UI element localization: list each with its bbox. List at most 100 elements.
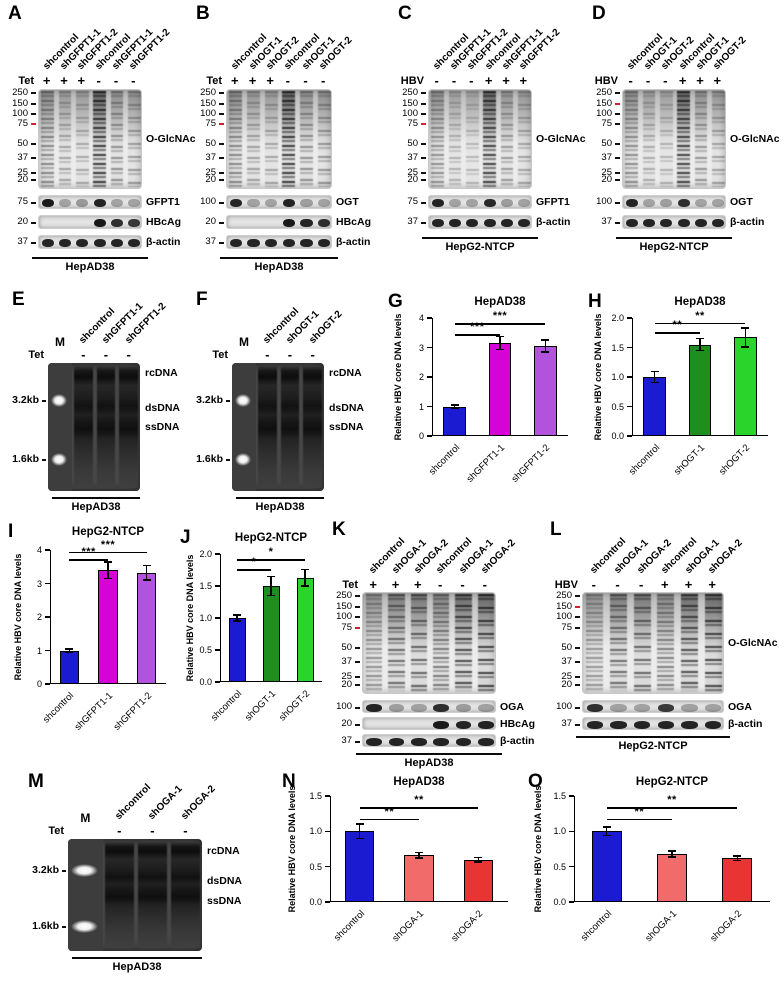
protein-band [247, 199, 260, 207]
sub-mw-tick [31, 222, 36, 224]
x-tick-label: shOGA-2 [449, 908, 486, 945]
sub-blot-label: GFPT1 [146, 196, 180, 208]
blot-lane [282, 91, 296, 187]
sub-blot [428, 195, 532, 209]
mw-marker: 250 [12, 87, 28, 98]
chart-bar [262, 586, 280, 682]
protein-band [110, 239, 124, 247]
sub-blot-label: β-actin [336, 236, 371, 248]
condition-value: + [60, 73, 68, 88]
blot-shade [39, 90, 141, 144]
panel-letter: C [398, 3, 412, 24]
chart-bar [591, 831, 622, 902]
mw-tick [575, 647, 580, 650]
kb-tick [42, 459, 46, 461]
significance-label: * [251, 556, 257, 569]
blot-lane [625, 91, 638, 187]
panel-letter: O [528, 771, 543, 792]
sub-blot [582, 717, 724, 730]
protein-band [478, 737, 494, 746]
marker-lane [232, 363, 256, 491]
condition-label: HBV [594, 75, 618, 87]
error-bar [671, 851, 673, 857]
sub-mw-tick [421, 202, 426, 204]
mw-marker: 37 [17, 151, 28, 163]
mw-marker: 150 [12, 97, 28, 109]
protein-band [518, 219, 531, 227]
mw-tick [575, 595, 580, 598]
protein-band [229, 199, 242, 207]
blot-lane [229, 91, 243, 187]
condition-value: - [265, 347, 270, 362]
mw-tick [615, 179, 620, 181]
y-axis-tick [569, 830, 574, 833]
blot-lane [366, 594, 383, 692]
condition-value: + [684, 577, 693, 592]
protein-band [282, 239, 295, 247]
blot-lane [680, 594, 698, 692]
marker-band [51, 394, 67, 408]
mw-tick [615, 143, 620, 145]
mw-marker: 50 [205, 138, 216, 149]
protein-band [633, 703, 651, 712]
error-bar-cap-top [668, 850, 676, 852]
protein-band [366, 737, 382, 746]
error-bar [499, 336, 501, 350]
y-tick-label: 2 [418, 372, 424, 382]
error-bar-cap-top [450, 403, 459, 406]
error-bar [68, 648, 71, 653]
mw-tick [31, 102, 36, 105]
protein-band [388, 703, 405, 712]
condition-value: - [131, 73, 136, 88]
chart-title: HepG2-NTCP [71, 526, 145, 538]
southern-lane [137, 842, 167, 948]
protein-band [128, 219, 141, 227]
error-bar [653, 371, 656, 383]
protein-band [264, 239, 278, 247]
mw-tick [615, 102, 620, 105]
y-axis-tick [215, 681, 220, 683]
kb-marker: 1.6kb [196, 453, 223, 465]
sub-blot-label: β-actin [730, 216, 765, 228]
marker-band [71, 920, 98, 934]
mw-tick [575, 660, 580, 663]
condition-label: HBV [400, 75, 424, 87]
cell-line-label: HepAD38 [72, 957, 202, 973]
protein-band [41, 199, 54, 207]
condition-value: - [303, 73, 308, 88]
sub-blot-label: HBcAg [336, 216, 372, 228]
condition-value: - [645, 73, 651, 88]
y-axis-tick [427, 405, 432, 408]
significance-label: ** [667, 794, 677, 807]
sub-blot-label: β-actin [500, 734, 535, 747]
error-bar-cap-top [733, 855, 742, 857]
protein-band [366, 703, 382, 712]
significance-label: *** [470, 321, 485, 334]
panel-letter: I [8, 521, 14, 542]
protein-band [694, 199, 708, 207]
main-blot [362, 592, 496, 694]
marker-band [235, 394, 251, 408]
error-bar-cap-bottom [650, 381, 659, 384]
error-bar-cap-bottom [450, 407, 459, 410]
blot-lane [58, 91, 72, 187]
significance-label: *** [492, 310, 508, 323]
chart-bar [657, 853, 687, 902]
condition-value: + [369, 577, 377, 592]
mw-tick [355, 616, 360, 619]
mw-marker: 150 [556, 600, 572, 612]
mw-tick [615, 156, 620, 159]
panel-letter: N [282, 771, 296, 792]
condition-value: + [42, 73, 51, 88]
chart-bar [98, 570, 118, 684]
sub-mw-tick [31, 242, 36, 244]
significance-label: ** [634, 805, 645, 818]
condition-value: - [451, 73, 457, 88]
marker-band [71, 864, 98, 878]
protein-band [478, 720, 494, 729]
mw-marker: 50 [561, 642, 572, 654]
blot-shade [429, 90, 531, 144]
marker-lane-label: M [238, 335, 249, 349]
error-bar [477, 857, 480, 862]
protein-band [455, 720, 472, 729]
